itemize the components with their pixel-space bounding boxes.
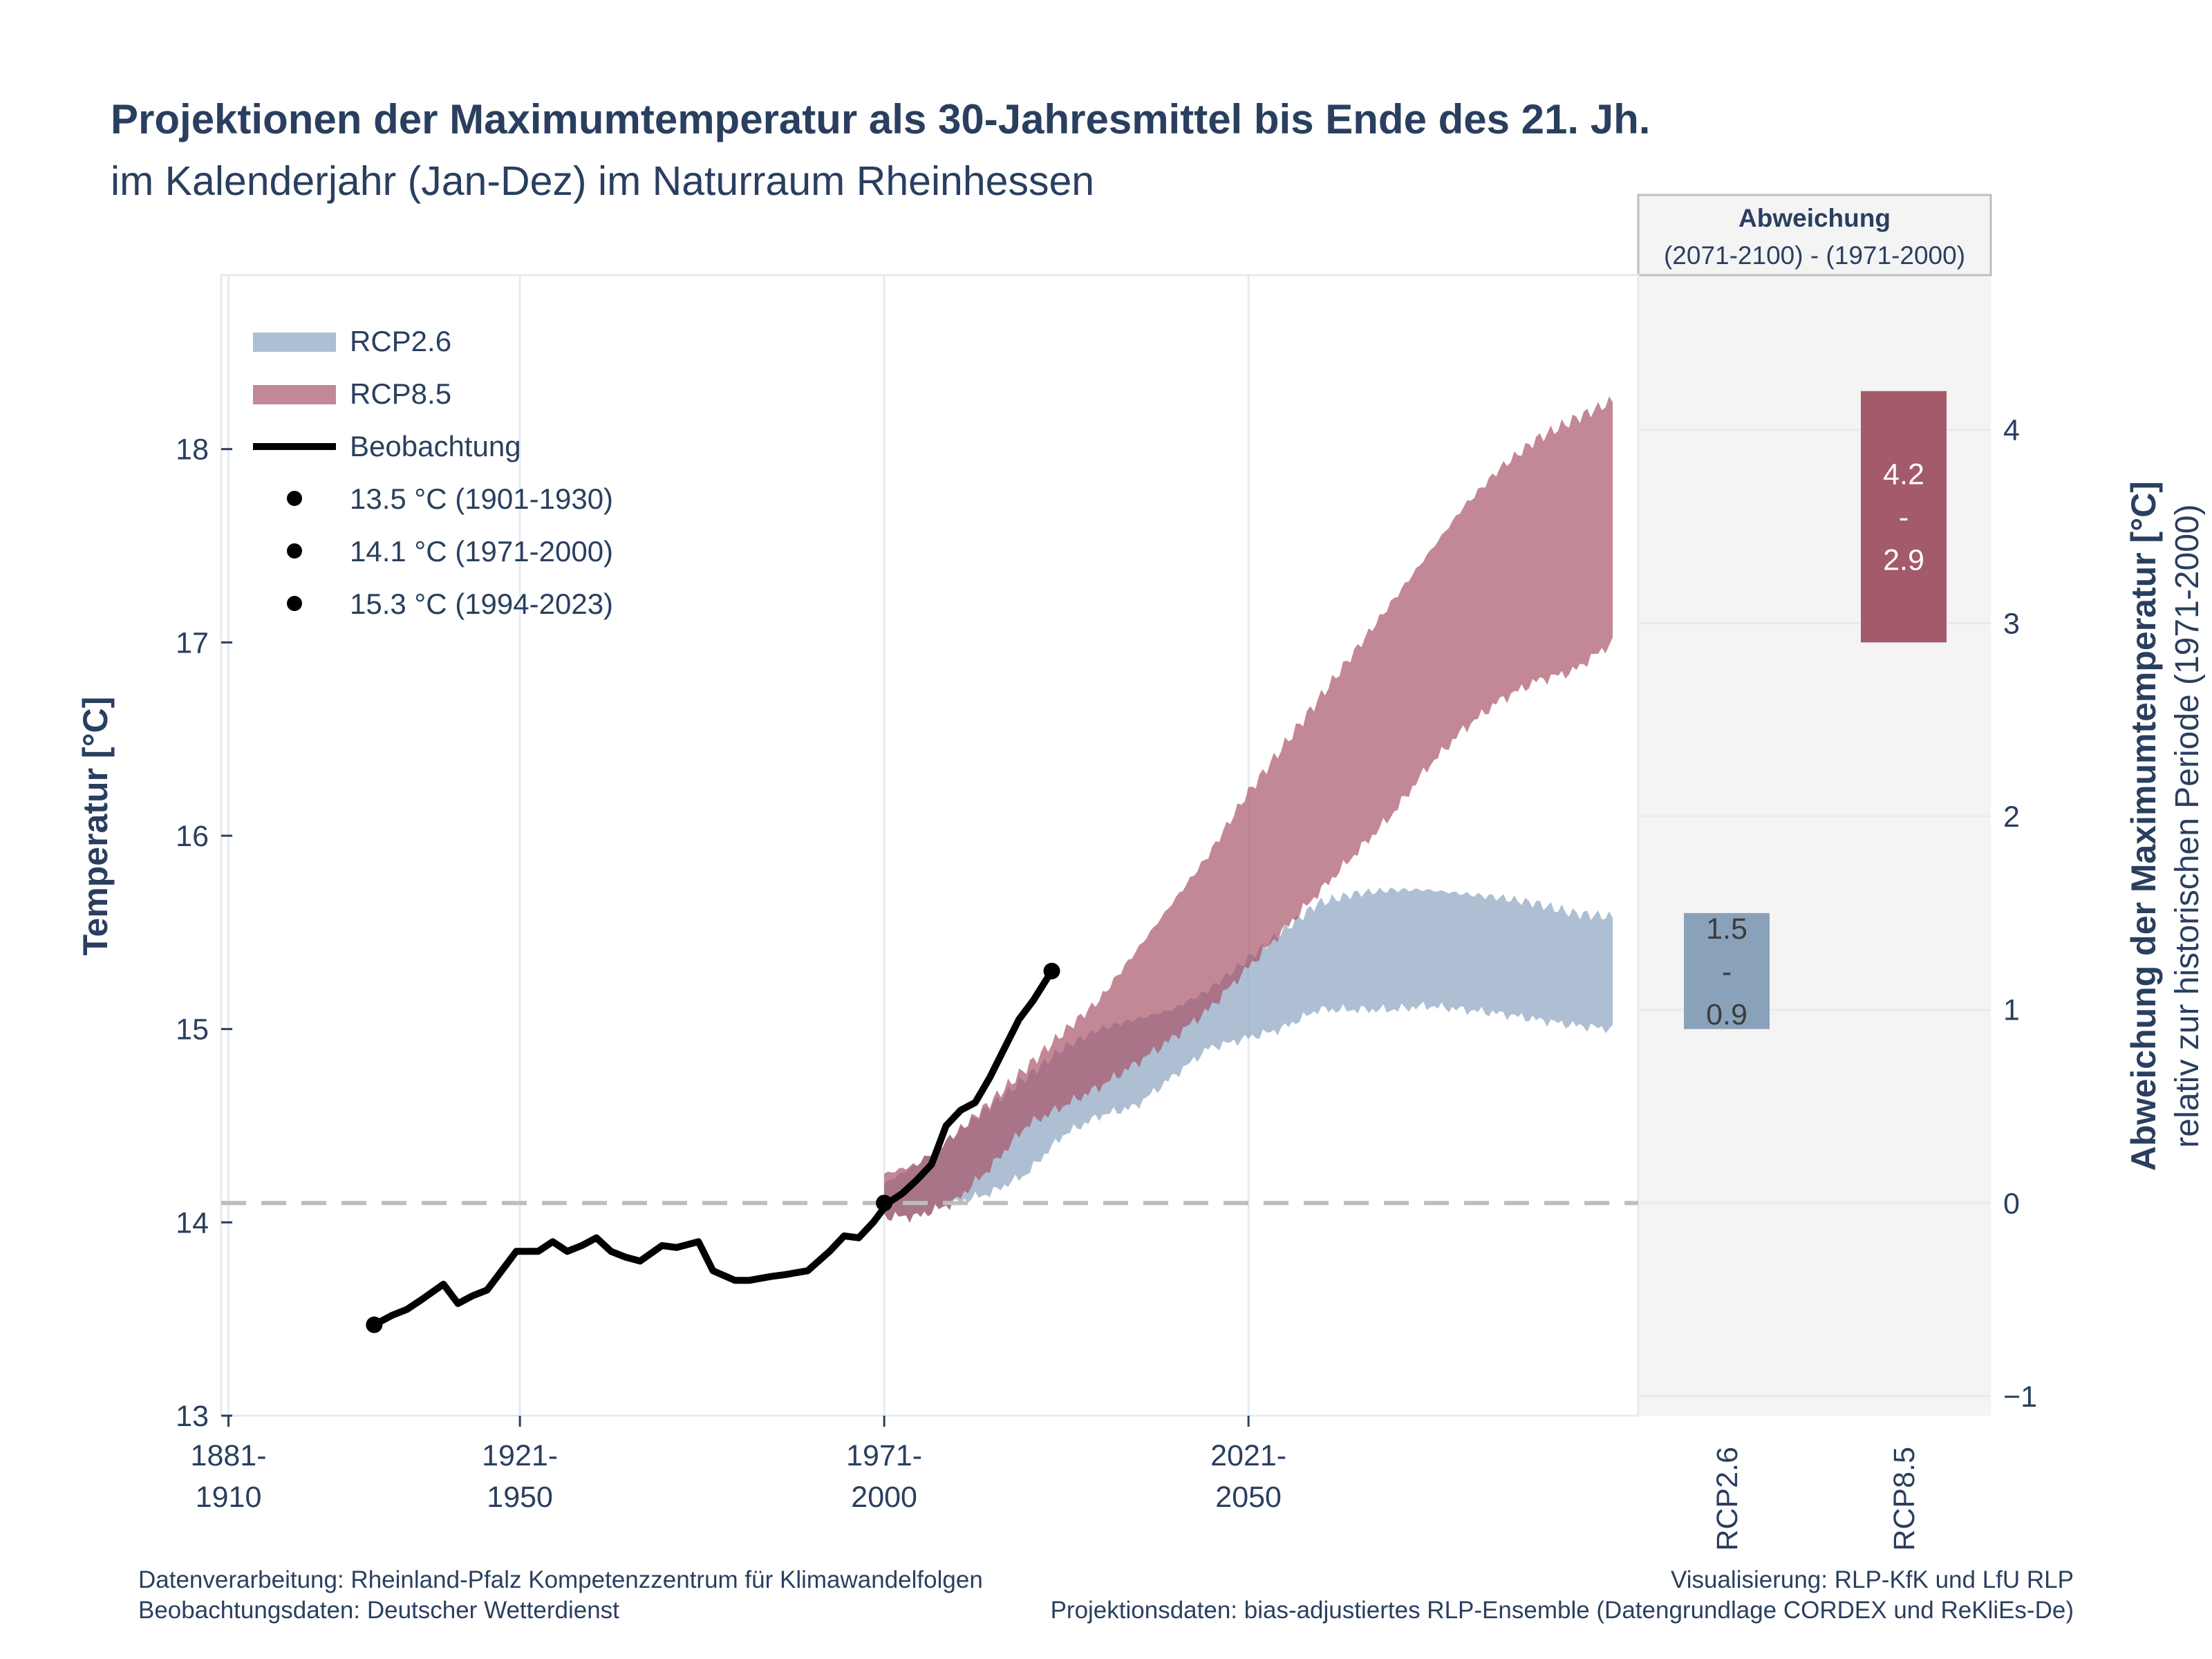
chart-subtitle: im Kalenderjahr (Jan-Dez) im Naturraum R… [111,158,1095,204]
legend: RCP2.6 RCP8.5 Beobachtung 13.5 °C (1901-… [253,325,613,620]
deviation-bar-label: 0.9 [1706,998,1747,1031]
deviation-bar-rcp85 [1861,391,1947,643]
observation-series [366,962,1060,1333]
y-tick-label: 16 [176,820,209,853]
rcp26-band [884,887,1613,1222]
y2-tick-label: 3 [2003,607,2020,640]
y2-tick-label: 0 [2003,1187,2020,1220]
x-tick-label: 1921- [482,1439,558,1472]
footer-data-processing: Datenverarbeitung: Rheinland-Pfalz Kompe… [138,1566,983,1593]
plot-frame [220,274,1640,1417]
deviation-bar-label: - [1899,501,1909,534]
axes: 1881-19101921-19501971-20002021-20501314… [176,414,2037,1551]
observation-line [371,967,1056,1329]
projection-bands [884,396,1613,1224]
legend-observation-label: Beobachtung [350,430,521,462]
x-tick-label: 1881- [191,1439,267,1472]
y-tick-label: 17 [176,626,209,659]
footer-visualization: Visualisierung: RLP-KfK und LfU RLP [1671,1566,2074,1593]
y-tick-label: 13 [176,1400,209,1433]
deviation-bar-rcp26 [1684,912,1770,1029]
legend-rcp26-label: RCP2.6 [350,325,451,357]
y-tick-label: 14 [176,1206,209,1239]
deviation-bar-label: - [1722,955,1732,988]
observation-point-1 [366,1316,383,1333]
y2-axis-subtitle: relativ zur historischen Periode (1971-2… [2169,504,2206,1147]
x-tick-label: 2000 [851,1481,917,1514]
deviation-panel-title: Abweichung [1738,204,1891,232]
y-tick-label: 15 [176,1013,209,1047]
legend-point-2-label: 14.1 °C (1971-2000) [350,535,613,568]
y2-tick-label: 2 [2003,800,2020,834]
observation-point-3 [1043,962,1060,980]
legend-point-3-label: 15.3 °C (1994-2023) [350,588,613,620]
x-tick-label: 2050 [1215,1481,1282,1514]
x-tick-label: 1910 [196,1481,262,1514]
legend-point-1-label: 13.5 °C (1901-1930) [350,482,613,515]
deviation-bar-label: 4.2 [1883,458,1924,491]
legend-rcp85-label: RCP8.5 [350,377,451,410]
legend-rcp26-swatch [253,332,336,352]
y2-tick-label: 1 [2003,994,2020,1027]
x-tick-label: 1971- [846,1439,922,1472]
y-axis-title: Temperatur [°C] [76,697,115,956]
y-tick-label: 18 [176,433,209,467]
deviation-panel-subtitle: (2071-2100) - (1971-2000) [1664,241,1965,270]
legend-rcp85-swatch [253,385,336,404]
footer-projection-source: Projektionsdaten: bias-adjustiertes RLP-… [1050,1597,2074,1624]
deviation-bars: 1.5 - 0.9 4.2 - 2.9 [1684,391,1947,1031]
observation-point-2 [876,1194,893,1212]
deviation-panel-header [1637,194,1992,276]
deviation-category-label: RCP2.6 [1711,1447,1744,1551]
footer-observation-source: Beobachtungsdaten: Deutscher Wetterdiens… [138,1597,619,1624]
y2-tick-label: −1 [2003,1380,2037,1414]
y2-axis-title: Abweichung der Maximumtemperatur [°C] [2124,481,2163,1171]
x-tick-label: 2021- [1210,1439,1286,1472]
rcp85-band [884,396,1613,1224]
legend-point-1-marker [287,491,302,506]
legend-point-3-marker [287,596,302,611]
deviation-bar-label: 2.9 [1883,544,1924,577]
legend-point-2-marker [287,543,302,559]
x-tick-label: 1950 [487,1481,553,1514]
chart-title: Projektionen der Maximumtemperatur als 3… [111,96,1651,142]
deviation-bar-label: 1.5 [1706,912,1747,946]
deviation-category-label: RCP8.5 [1888,1447,1921,1551]
y2-tick-label: 4 [2003,414,2020,447]
